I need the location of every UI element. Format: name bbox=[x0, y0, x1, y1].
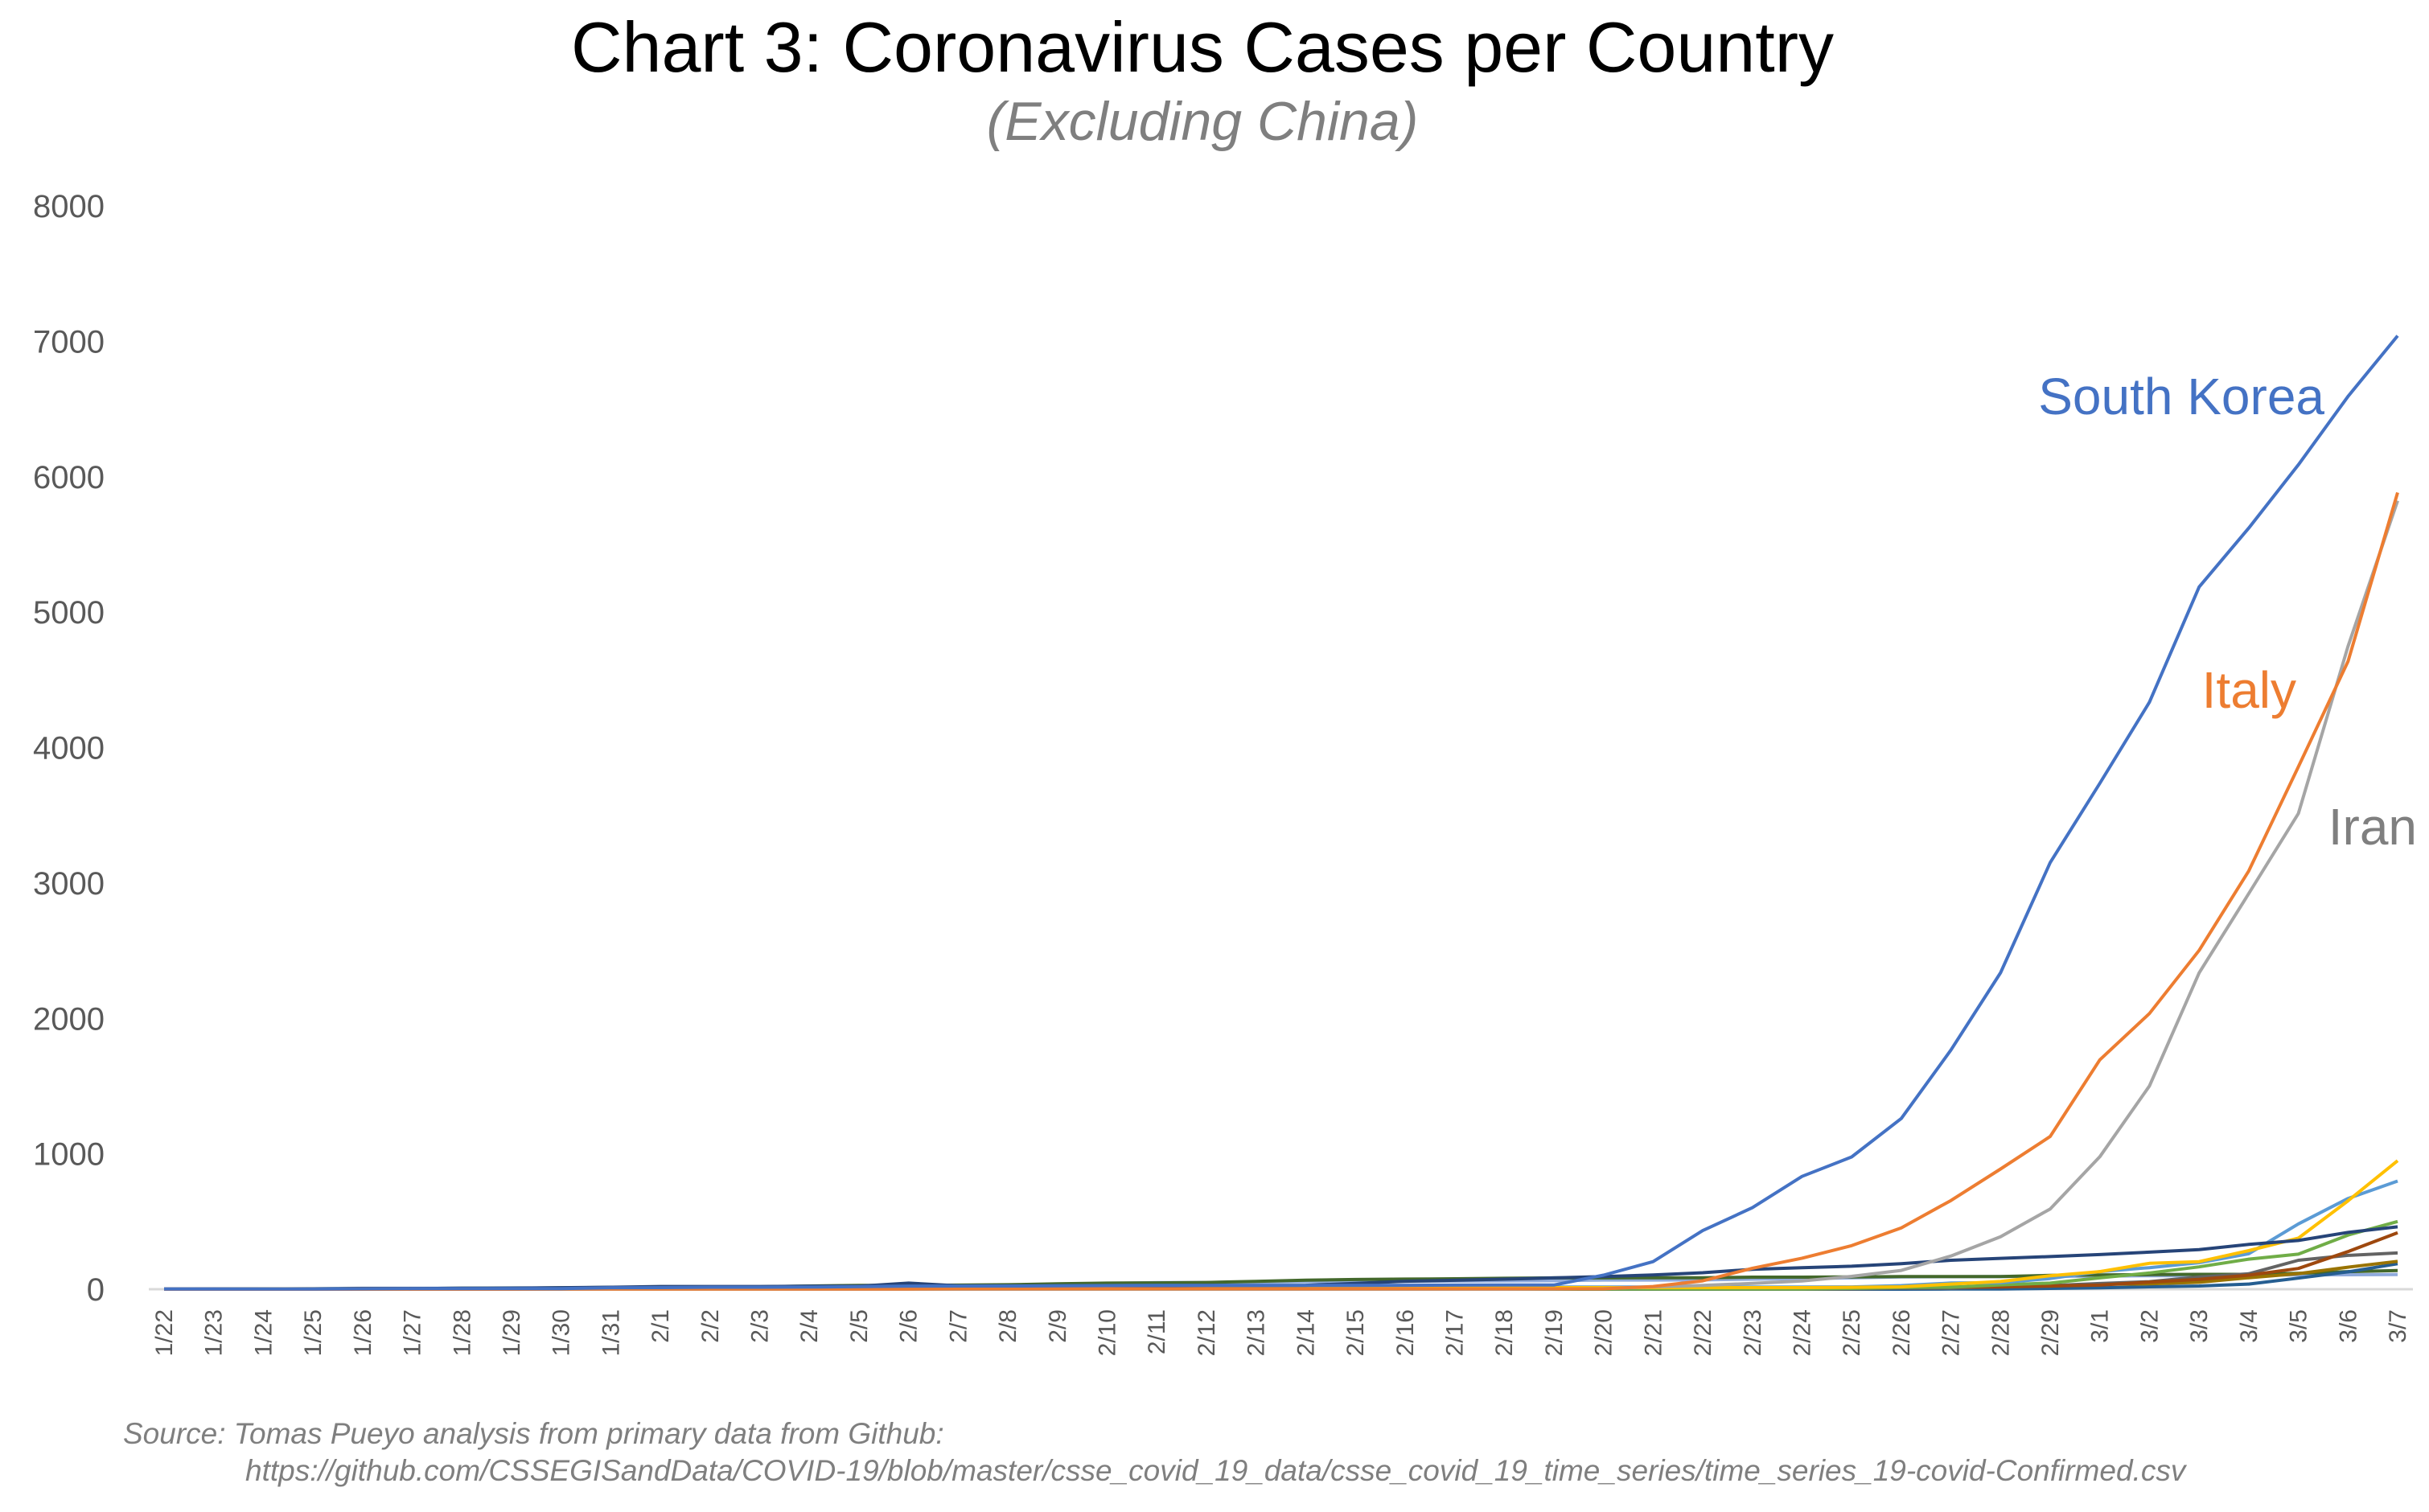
annotation-south-korea: South Korea bbox=[2038, 368, 2324, 425]
x-tick-label: 2/12 bbox=[1194, 1309, 1220, 1356]
y-tick-label: 3000 bbox=[33, 866, 105, 902]
x-tick-label: 2/16 bbox=[1392, 1309, 1419, 1356]
chart-title: Chart 3: Coronavirus Cases per Country bbox=[571, 7, 1834, 87]
x-tick-label: 2/4 bbox=[796, 1309, 823, 1343]
annotation-italy: Italy bbox=[2202, 661, 2296, 719]
x-tick-label: 1/31 bbox=[598, 1309, 624, 1356]
x-tick-label: 2/11 bbox=[1144, 1309, 1170, 1354]
annotation-iran: Iran bbox=[2328, 798, 2417, 856]
x-tick-label: 2/24 bbox=[1789, 1309, 1815, 1356]
source-note: Source: Tomas Pueyo analysis from primar… bbox=[123, 1417, 944, 1450]
x-tick-label: 2/25 bbox=[1839, 1309, 1865, 1356]
x-tick-label: 2/8 bbox=[995, 1309, 1021, 1343]
y-tick-label: 4000 bbox=[33, 731, 105, 766]
series-lines bbox=[163, 335, 2399, 1291]
y-tick-label: 8000 bbox=[33, 189, 105, 224]
x-tick-label: 2/26 bbox=[1889, 1309, 1915, 1356]
y-tick-label: 6000 bbox=[33, 460, 105, 495]
x-tick-label: 2/13 bbox=[1243, 1309, 1270, 1356]
x-tick-label: 3/7 bbox=[2385, 1309, 2411, 1343]
series-line-iran bbox=[164, 499, 2399, 1291]
x-tick-label: 2/28 bbox=[1987, 1309, 2014, 1356]
x-tick-label: 2/20 bbox=[1591, 1309, 1617, 1356]
x-tick-label: 2/21 bbox=[1640, 1309, 1667, 1356]
x-tick-label: 2/18 bbox=[1491, 1309, 1518, 1356]
y-axis: 0 1000 2000 3000 4000 5000 6000 7000 8000 bbox=[33, 189, 105, 1308]
series-line-italy bbox=[164, 491, 2399, 1291]
series-line bbox=[164, 1159, 2399, 1291]
x-tick-label: 1/23 bbox=[201, 1309, 228, 1356]
x-tick-label: 2/15 bbox=[1342, 1309, 1369, 1356]
x-tick-label: 1/30 bbox=[549, 1309, 575, 1356]
series-annotations: South Korea Italy Iran bbox=[2038, 368, 2417, 856]
x-tick-label: 2/29 bbox=[2037, 1309, 2064, 1356]
x-tick-label: 1/27 bbox=[400, 1309, 426, 1356]
x-axis: 1/22 1/23 1/24 1/25 1/26 1/27 1/28 1/29 1/30 1/31… bbox=[151, 1309, 2411, 1356]
x-tick-label: 2/17 bbox=[1441, 1309, 1468, 1356]
x-tick-label: 3/5 bbox=[2286, 1309, 2312, 1343]
x-tick-label: 1/22 bbox=[151, 1309, 178, 1356]
x-tick-label: 2/2 bbox=[697, 1309, 724, 1343]
chart-subtitle: (Excluding China) bbox=[986, 91, 1419, 152]
y-tick-label: 7000 bbox=[33, 324, 105, 360]
x-tick-label: 3/2 bbox=[2136, 1309, 2163, 1343]
x-tick-label: 2/1 bbox=[647, 1309, 674, 1343]
x-tick-label: 1/24 bbox=[250, 1309, 277, 1356]
x-tick-label: 2/27 bbox=[1938, 1309, 1965, 1356]
y-tick-label: 0 bbox=[87, 1272, 105, 1308]
x-tick-label: 1/29 bbox=[499, 1309, 525, 1356]
x-tick-label: 2/3 bbox=[747, 1309, 774, 1343]
x-tick-label: 2/19 bbox=[1541, 1309, 1568, 1356]
x-tick-label: 3/4 bbox=[2236, 1309, 2263, 1343]
x-tick-label: 2/22 bbox=[1690, 1309, 1716, 1356]
x-tick-label: 1/26 bbox=[350, 1309, 376, 1356]
x-tick-label: 1/25 bbox=[300, 1309, 327, 1356]
x-tick-label: 2/10 bbox=[1095, 1309, 1121, 1356]
y-tick-label: 1000 bbox=[33, 1137, 105, 1173]
source-url: https://github.com/CSSEGISandData/COVID-… bbox=[245, 1454, 2186, 1487]
x-tick-label: 2/9 bbox=[1045, 1309, 1071, 1343]
x-tick-label: 1/28 bbox=[449, 1309, 475, 1356]
x-tick-label: 2/23 bbox=[1740, 1309, 1766, 1356]
x-tick-label: 2/5 bbox=[846, 1309, 873, 1343]
y-tick-label: 2000 bbox=[33, 1001, 105, 1037]
y-tick-label: 5000 bbox=[33, 595, 105, 631]
series-line-south-korea bbox=[164, 335, 2399, 1291]
x-tick-label: 3/6 bbox=[2335, 1309, 2361, 1343]
x-tick-label: 3/1 bbox=[2087, 1309, 2114, 1343]
x-tick-label: 2/14 bbox=[1293, 1309, 1319, 1356]
x-tick-label: 3/3 bbox=[2186, 1309, 2213, 1343]
x-tick-label: 2/7 bbox=[945, 1309, 972, 1343]
x-tick-label: 2/6 bbox=[896, 1309, 923, 1343]
